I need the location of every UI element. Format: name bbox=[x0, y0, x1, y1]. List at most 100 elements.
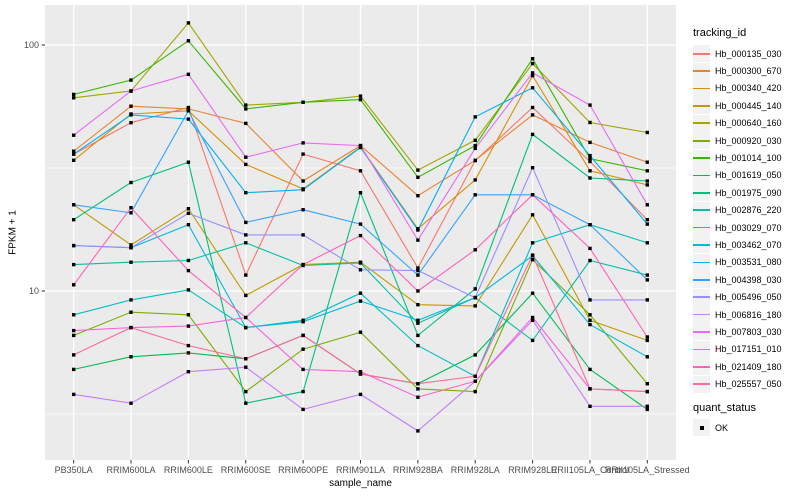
x-tick-label: RRIM928BA bbox=[393, 465, 443, 475]
legend-item-Hb_007803_030: Hb_007803_030 bbox=[693, 323, 799, 341]
data-point bbox=[244, 107, 248, 111]
legend-key-swatch bbox=[693, 358, 710, 376]
data-point bbox=[530, 193, 535, 197]
data-point bbox=[244, 241, 248, 245]
data-point bbox=[588, 176, 592, 180]
data-point bbox=[358, 370, 363, 374]
data-point bbox=[301, 347, 305, 351]
data-point bbox=[358, 169, 363, 173]
legend-item-label: Hb_000640_160 bbox=[715, 118, 782, 129]
data-point bbox=[301, 208, 305, 212]
data-point bbox=[129, 211, 133, 215]
data-point bbox=[72, 203, 76, 207]
legend-color-items: Hb_000135_030 Hb_000300_670 Hb_000340_420 H… bbox=[693, 45, 799, 393]
legend-key-swatch bbox=[693, 184, 710, 202]
legend-item-label: Hb_000300_670 bbox=[715, 66, 782, 77]
data-point bbox=[244, 220, 248, 225]
data-point bbox=[416, 238, 420, 242]
data-point bbox=[645, 160, 649, 164]
data-point bbox=[530, 86, 535, 90]
data-point bbox=[358, 97, 363, 102]
legend-key-swatch bbox=[693, 62, 710, 80]
data-point bbox=[72, 96, 76, 100]
legend-key-swatch bbox=[693, 236, 710, 254]
data-point bbox=[588, 387, 592, 391]
data-point bbox=[244, 357, 248, 361]
data-point bbox=[72, 283, 76, 287]
data-point bbox=[645, 130, 649, 135]
data-point bbox=[588, 298, 592, 302]
legend: tracking_id Hb_000135_030 Hb_000300_670 Hb… bbox=[693, 27, 799, 436]
data-point bbox=[530, 74, 535, 78]
x-tick-label: RRII105LA_Stressed bbox=[605, 465, 690, 475]
data-point bbox=[244, 325, 248, 330]
data-point bbox=[301, 100, 305, 104]
data-point bbox=[186, 258, 191, 263]
data-point bbox=[129, 113, 133, 117]
data-point bbox=[588, 140, 592, 145]
legend-item-label: Hb_000445_140 bbox=[715, 100, 782, 111]
data-point bbox=[588, 157, 592, 161]
legend-item-label: Hb_021409_180 bbox=[715, 361, 782, 372]
data-point bbox=[301, 320, 305, 324]
data-point bbox=[416, 168, 420, 172]
data-point bbox=[645, 169, 649, 173]
data-point bbox=[244, 121, 248, 126]
legend-item-Hb_002876_220: Hb_002876_220 bbox=[693, 201, 799, 219]
legend-key-swatch bbox=[693, 166, 710, 184]
legend-item-Hb_005496_050: Hb_005496_050 bbox=[693, 288, 799, 306]
data-point bbox=[645, 407, 649, 412]
data-point bbox=[129, 89, 133, 93]
data-point bbox=[186, 72, 191, 76]
legend-key-swatch bbox=[693, 149, 710, 167]
y-tick-label: 10 bbox=[29, 286, 39, 296]
data-point bbox=[301, 188, 305, 192]
data-point bbox=[301, 333, 305, 338]
legend-item-label: Hb_006816_180 bbox=[715, 309, 782, 320]
data-point bbox=[186, 351, 191, 355]
data-point bbox=[186, 207, 191, 211]
data-point bbox=[358, 330, 363, 334]
legend-item-Hb_000640_160: Hb_000640_160 bbox=[693, 114, 799, 132]
data-point bbox=[473, 353, 477, 357]
legend-item-Hb_000920_030: Hb_000920_030 bbox=[693, 132, 799, 150]
data-point bbox=[72, 353, 76, 357]
data-point bbox=[186, 107, 191, 111]
data-point bbox=[416, 175, 420, 179]
data-point bbox=[358, 222, 363, 226]
legend-item-Hb_006816_180: Hb_006816_180 bbox=[693, 306, 799, 324]
data-point bbox=[416, 273, 420, 277]
data-point bbox=[645, 278, 649, 282]
data-point bbox=[72, 158, 76, 162]
data-point bbox=[186, 268, 191, 273]
legend-key-swatch bbox=[693, 340, 710, 358]
data-point bbox=[186, 160, 191, 164]
data-point bbox=[244, 162, 248, 167]
legend-item-Hb_025557_050: Hb_025557_050 bbox=[693, 375, 799, 393]
legend-item-quant-OK: OK bbox=[693, 419, 799, 436]
data-point bbox=[129, 325, 133, 330]
data-point bbox=[530, 258, 535, 262]
data-point bbox=[72, 262, 76, 267]
legend-item-label: Hb_025557_050 bbox=[715, 379, 782, 390]
legend-key-swatch bbox=[693, 45, 710, 63]
legend-item-Hb_000340_420: Hb_000340_420 bbox=[693, 79, 799, 97]
data-point bbox=[129, 121, 133, 125]
data-point bbox=[530, 61, 535, 66]
data-point bbox=[588, 404, 592, 408]
data-point bbox=[186, 343, 191, 348]
data-point bbox=[588, 367, 592, 372]
legend-item-Hb_000300_670: Hb_000300_670 bbox=[693, 62, 799, 80]
data-point bbox=[301, 179, 305, 183]
data-point bbox=[588, 246, 592, 251]
legend-item-Hb_001619_050: Hb_001619_050 bbox=[693, 166, 799, 184]
data-point bbox=[186, 223, 191, 227]
data-point bbox=[416, 268, 420, 273]
legend-item-label: Hb_004398_030 bbox=[715, 274, 782, 285]
data-point bbox=[588, 318, 592, 322]
x-tick-label: RRIM901LA bbox=[336, 465, 385, 475]
legend-item-label: Hb_002876_220 bbox=[715, 205, 782, 216]
data-point bbox=[358, 191, 363, 195]
data-point bbox=[301, 141, 305, 145]
x-tick-label: RRIM600LA bbox=[107, 465, 156, 475]
